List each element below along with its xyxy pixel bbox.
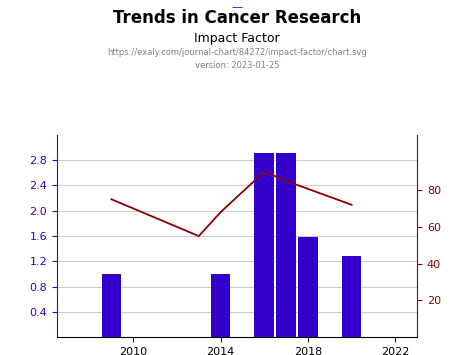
Bar: [276, 153, 296, 337]
Text: version: 2023-01-25: version: 2023-01-25: [195, 61, 279, 70]
Bar: [298, 237, 318, 337]
Bar: [342, 256, 362, 337]
Bar: [211, 274, 230, 337]
Text: Trends in Cancer Research: Trends in Cancer Research: [113, 9, 361, 27]
Text: https://exaly.com/journal-chart/84272/impact-factor/chart.svg: https://exaly.com/journal-chart/84272/im…: [107, 48, 367, 57]
Bar: [101, 274, 121, 337]
Text: —: —: [231, 2, 243, 12]
Text: Impact Factor: Impact Factor: [194, 32, 280, 45]
Bar: [255, 153, 274, 337]
